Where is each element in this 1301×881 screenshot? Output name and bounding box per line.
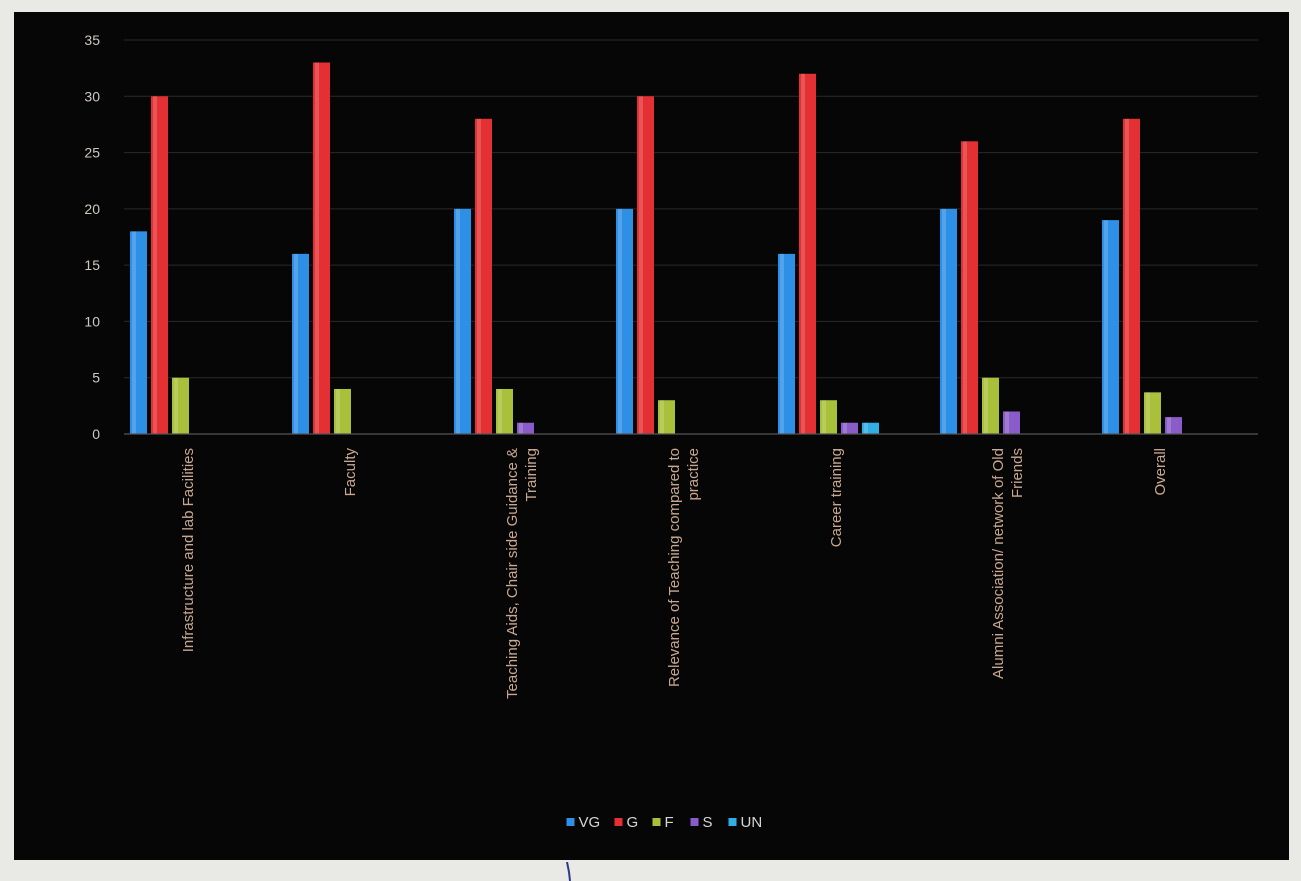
- y-tick-label: 35: [84, 32, 100, 48]
- bar-s: [841, 422, 858, 434]
- bar-f: [1144, 392, 1161, 434]
- bar-highlight: [864, 422, 868, 434]
- bar-vg: [130, 231, 147, 434]
- bar-highlight: [822, 400, 826, 434]
- y-tick-label: 20: [84, 201, 100, 217]
- bar-highlight: [477, 118, 481, 435]
- legend-label-f: F: [665, 814, 674, 831]
- legend-label-vg: VG: [579, 814, 601, 831]
- legend-label-g: G: [627, 814, 639, 831]
- chart-frame: 0 5 10 15 20 25 30 35 Infrastructure and lab Fa…: [14, 12, 1289, 860]
- x-tick-label-line: Career training: [828, 448, 845, 547]
- x-tick-label-line: practice: [685, 448, 702, 501]
- bars: [130, 62, 1182, 435]
- legend-swatch-un: [728, 818, 737, 826]
- bar-s: [1003, 411, 1020, 434]
- legend-swatch-f: [652, 818, 661, 826]
- bar-s: [1165, 417, 1182, 434]
- legend-swatch-g: [614, 818, 623, 826]
- bar-highlight: [984, 377, 988, 434]
- bar-f: [334, 388, 351, 434]
- bar-highlight: [336, 388, 340, 434]
- y-tick-label: 30: [84, 88, 100, 104]
- bar-highlight: [639, 96, 643, 435]
- bar-g: [475, 118, 492, 435]
- bar-highlight: [153, 96, 157, 435]
- x-tick-label-line: Alumni Association/ network of Old: [990, 448, 1007, 679]
- bar-f: [496, 388, 513, 434]
- x-tick-label-line: Infrastructure and lab Facilities: [180, 448, 197, 652]
- bar-g: [637, 96, 654, 435]
- y-tick-label: 25: [84, 145, 100, 161]
- x-tick-label: Overall: [1152, 448, 1169, 496]
- bar-g: [961, 141, 978, 435]
- y-tick-label: 0: [92, 426, 100, 442]
- bar-vg: [940, 208, 957, 434]
- bar-g: [151, 96, 168, 435]
- x-tick-label-line: Faculty: [342, 448, 359, 497]
- x-tick-label: Relevance of Teaching compared to practic…: [666, 448, 702, 687]
- bar-g: [313, 62, 330, 435]
- x-tick-label: Faculty: [342, 448, 359, 497]
- y-tick-label: 10: [84, 313, 100, 329]
- x-tick-label-line: Teaching Aids, Chair side Guidance &: [504, 448, 521, 699]
- x-tick-label: Career training: [828, 448, 845, 547]
- bar-highlight: [618, 208, 622, 434]
- bar-s: [517, 422, 534, 434]
- bar-highlight: [1146, 392, 1150, 434]
- bar-vg: [1102, 220, 1119, 434]
- bar-highlight: [456, 208, 460, 434]
- x-tick-label: Teaching Aids, Chair side Guidance & Trai…: [504, 448, 540, 699]
- pen-mark: [566, 862, 571, 881]
- bar-highlight: [1125, 118, 1129, 435]
- bar-f: [820, 400, 837, 434]
- y-tick-label: 5: [92, 370, 100, 386]
- bar-highlight: [660, 400, 664, 434]
- bar-f: [982, 377, 999, 434]
- x-tick-label-line: Training: [523, 448, 540, 502]
- bar-highlight: [294, 253, 298, 434]
- bar-un: [862, 422, 879, 434]
- bar-highlight: [132, 231, 136, 434]
- bar-vg: [292, 253, 309, 434]
- bar-highlight: [174, 377, 178, 434]
- bar-vg: [778, 253, 795, 434]
- bar-vg: [616, 208, 633, 434]
- bar-highlight: [843, 422, 847, 434]
- bar-highlight: [1005, 411, 1009, 434]
- bar-vg: [454, 208, 471, 434]
- x-tick-label-line: Relevance of Teaching compared to: [666, 448, 683, 687]
- legend-label-s: S: [703, 814, 713, 831]
- bar-highlight: [315, 62, 319, 435]
- x-tick-label-line: Friends: [1009, 448, 1026, 498]
- legend-swatch-s: [690, 818, 699, 826]
- bar-highlight: [1167, 417, 1171, 434]
- bar-highlight: [963, 141, 967, 435]
- bar-g: [799, 73, 816, 434]
- bar-f: [658, 400, 675, 434]
- bar-g: [1123, 118, 1140, 435]
- legend-label-un: UN: [741, 814, 763, 831]
- y-tick-label: 15: [84, 257, 100, 273]
- x-tick-label: Infrastructure and lab Facilities: [180, 448, 197, 652]
- x-tick-label-line: Overall: [1152, 448, 1169, 496]
- bar-highlight: [1104, 220, 1108, 434]
- legend: VG G F S UN: [566, 814, 763, 831]
- bar-f: [172, 377, 189, 434]
- x-axis-category-labels: Infrastructure and lab Facilities Faculty…: [180, 448, 1169, 699]
- legend-swatch-vg: [566, 818, 575, 826]
- bar-highlight: [801, 73, 805, 434]
- y-axis-ticks: 0 5 10 15 20 25 30 35: [84, 32, 100, 442]
- bar-chart: 0 5 10 15 20 25 30 35 Infrastructure and lab Fa…: [84, 32, 1258, 831]
- bar-highlight: [942, 208, 946, 434]
- x-tick-label: Alumni Association/ network of Old Friend…: [990, 448, 1026, 679]
- bar-highlight: [519, 422, 523, 434]
- bar-highlight: [498, 388, 502, 434]
- bar-highlight: [780, 253, 784, 434]
